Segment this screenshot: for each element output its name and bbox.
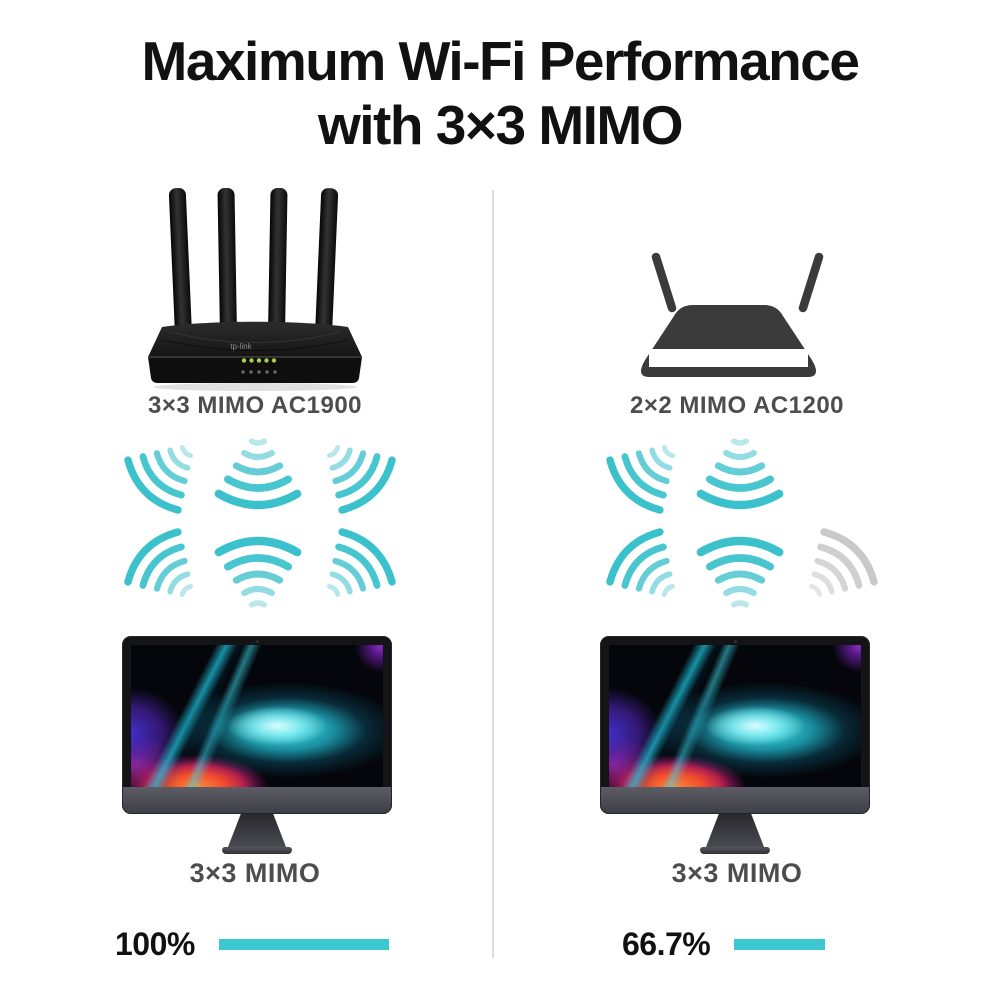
- router-front-icons: [241, 370, 277, 374]
- imac-camera-dot: [733, 640, 737, 643]
- imac-stand: [706, 814, 764, 847]
- router-top-surface: [148, 321, 362, 357]
- wifi-fan-bottom-right-icon: [775, 503, 902, 630]
- imac-chin: [601, 787, 869, 813]
- page-title: Maximum Wi-Fi Performance with 3×3 MIMO: [0, 30, 1000, 158]
- imac-camera-dot: [255, 640, 259, 643]
- router-label-left: 3×3 MIMO AC1900: [147, 392, 363, 419]
- imac-wallpaper: [609, 645, 861, 787]
- router-led-lights: [241, 358, 277, 363]
- imac-wallpaper: [131, 645, 383, 787]
- wifi-fan-top-left-icon: [581, 411, 708, 538]
- router-ac1200-icon: [641, 252, 824, 377]
- page-title-line2: with 3×3 MIMO: [317, 93, 684, 156]
- imac-display: [600, 636, 870, 814]
- tp-link-logo: tp-link: [230, 342, 252, 351]
- performance-value-left: 100%: [115, 926, 195, 962]
- imac-base: [700, 847, 770, 854]
- imac-chin: [123, 787, 391, 813]
- wifi-fan-bottom-mid-icon: [208, 518, 308, 618]
- imac-display: [122, 636, 392, 814]
- imac-monitor-left-icon: [122, 636, 392, 854]
- wifi-fan-top-left-icon: [99, 411, 226, 538]
- imac-stand: [228, 814, 286, 847]
- router-front-face: [148, 357, 362, 383]
- router-icon-slot: [649, 349, 808, 367]
- performance-value-right: 66.7%: [622, 926, 711, 962]
- performance-bar-right: [734, 939, 826, 950]
- wifi-fan-bottom-mid-icon: [690, 518, 790, 618]
- wifi-fan-top-mid-icon: [208, 428, 308, 528]
- wifi-fan-bottom-right-icon: [293, 503, 420, 630]
- device-label-left: 3×3 MIMO: [189, 858, 321, 888]
- performance-bar-left: [218, 939, 389, 950]
- imac-base: [222, 847, 292, 854]
- wifi-fan-top-mid-icon: [690, 428, 790, 528]
- router-antennas: [168, 187, 339, 335]
- wifi-fan-top-right-icon: [293, 411, 420, 538]
- router-ac1900-icon: tp-link: [148, 187, 362, 391]
- router-label-right: 2×2 MIMO AC1200: [629, 392, 845, 419]
- wifi-fan-bottom-left-icon: [581, 503, 708, 630]
- wifi-fan-bottom-left-icon: [99, 503, 226, 630]
- result-row-right: 66.7%: [622, 926, 826, 963]
- device-label-right: 3×3 MIMO: [671, 858, 803, 888]
- router-shadow: [153, 383, 357, 391]
- vertical-divider: [492, 190, 494, 958]
- result-row-left: 100%: [115, 926, 389, 963]
- imac-monitor-right-icon: [600, 636, 870, 854]
- router-icon-antennas: [651, 252, 824, 313]
- page-title-line1: Maximum Wi-Fi Performance: [141, 30, 860, 92]
